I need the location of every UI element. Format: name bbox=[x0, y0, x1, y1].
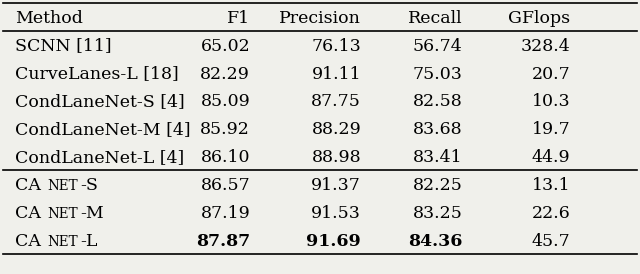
Text: 91.37: 91.37 bbox=[312, 177, 361, 194]
Text: CA: CA bbox=[15, 233, 42, 250]
Text: 13.1: 13.1 bbox=[532, 177, 571, 194]
Text: 82.58: 82.58 bbox=[413, 93, 463, 110]
Text: 83.41: 83.41 bbox=[413, 149, 463, 166]
Text: 87.19: 87.19 bbox=[200, 205, 250, 222]
Text: NET: NET bbox=[47, 179, 78, 193]
Text: 86.57: 86.57 bbox=[200, 177, 250, 194]
Text: Precision: Precision bbox=[280, 10, 361, 27]
Text: NET: NET bbox=[47, 207, 78, 221]
Text: 86.10: 86.10 bbox=[201, 149, 250, 166]
Text: CA: CA bbox=[15, 205, 42, 222]
Text: -S: -S bbox=[80, 177, 98, 194]
Text: GFlops: GFlops bbox=[509, 10, 571, 27]
Text: 328.4: 328.4 bbox=[521, 38, 571, 55]
Text: -M: -M bbox=[80, 205, 104, 222]
Text: 83.25: 83.25 bbox=[413, 205, 463, 222]
Text: 85.92: 85.92 bbox=[200, 121, 250, 138]
Text: NET: NET bbox=[47, 235, 78, 249]
Text: CondLaneNet-L [4]: CondLaneNet-L [4] bbox=[15, 149, 185, 166]
Text: 91.11: 91.11 bbox=[312, 65, 361, 82]
Text: 22.6: 22.6 bbox=[532, 205, 571, 222]
Text: 10.3: 10.3 bbox=[532, 93, 571, 110]
Text: 82.25: 82.25 bbox=[413, 177, 463, 194]
Text: 20.7: 20.7 bbox=[532, 65, 571, 82]
Text: CA: CA bbox=[15, 177, 42, 194]
Text: 56.74: 56.74 bbox=[413, 38, 463, 55]
Text: 44.9: 44.9 bbox=[532, 149, 571, 166]
Text: CondLaneNet-S [4]: CondLaneNet-S [4] bbox=[15, 93, 185, 110]
Text: CondLaneNet-M [4]: CondLaneNet-M [4] bbox=[15, 121, 191, 138]
Text: 45.7: 45.7 bbox=[532, 233, 571, 250]
Text: Recall: Recall bbox=[408, 10, 463, 27]
Text: 75.03: 75.03 bbox=[413, 65, 463, 82]
Text: 91.69: 91.69 bbox=[307, 233, 361, 250]
Text: CurveLanes-L [18]: CurveLanes-L [18] bbox=[15, 65, 179, 82]
Text: 76.13: 76.13 bbox=[312, 38, 361, 55]
Text: -L: -L bbox=[80, 233, 97, 250]
Text: 84.36: 84.36 bbox=[408, 233, 463, 250]
Text: 83.68: 83.68 bbox=[413, 121, 463, 138]
Text: 88.29: 88.29 bbox=[312, 121, 361, 138]
Text: 85.09: 85.09 bbox=[200, 93, 250, 110]
Text: 87.87: 87.87 bbox=[196, 233, 250, 250]
Text: 87.75: 87.75 bbox=[312, 93, 361, 110]
Text: 65.02: 65.02 bbox=[200, 38, 250, 55]
Text: Method: Method bbox=[15, 10, 83, 27]
Text: F1: F1 bbox=[227, 10, 250, 27]
Text: 82.29: 82.29 bbox=[200, 65, 250, 82]
Text: 19.7: 19.7 bbox=[532, 121, 571, 138]
Text: SCNN [11]: SCNN [11] bbox=[15, 38, 112, 55]
Text: 91.53: 91.53 bbox=[312, 205, 361, 222]
Text: 88.98: 88.98 bbox=[312, 149, 361, 166]
